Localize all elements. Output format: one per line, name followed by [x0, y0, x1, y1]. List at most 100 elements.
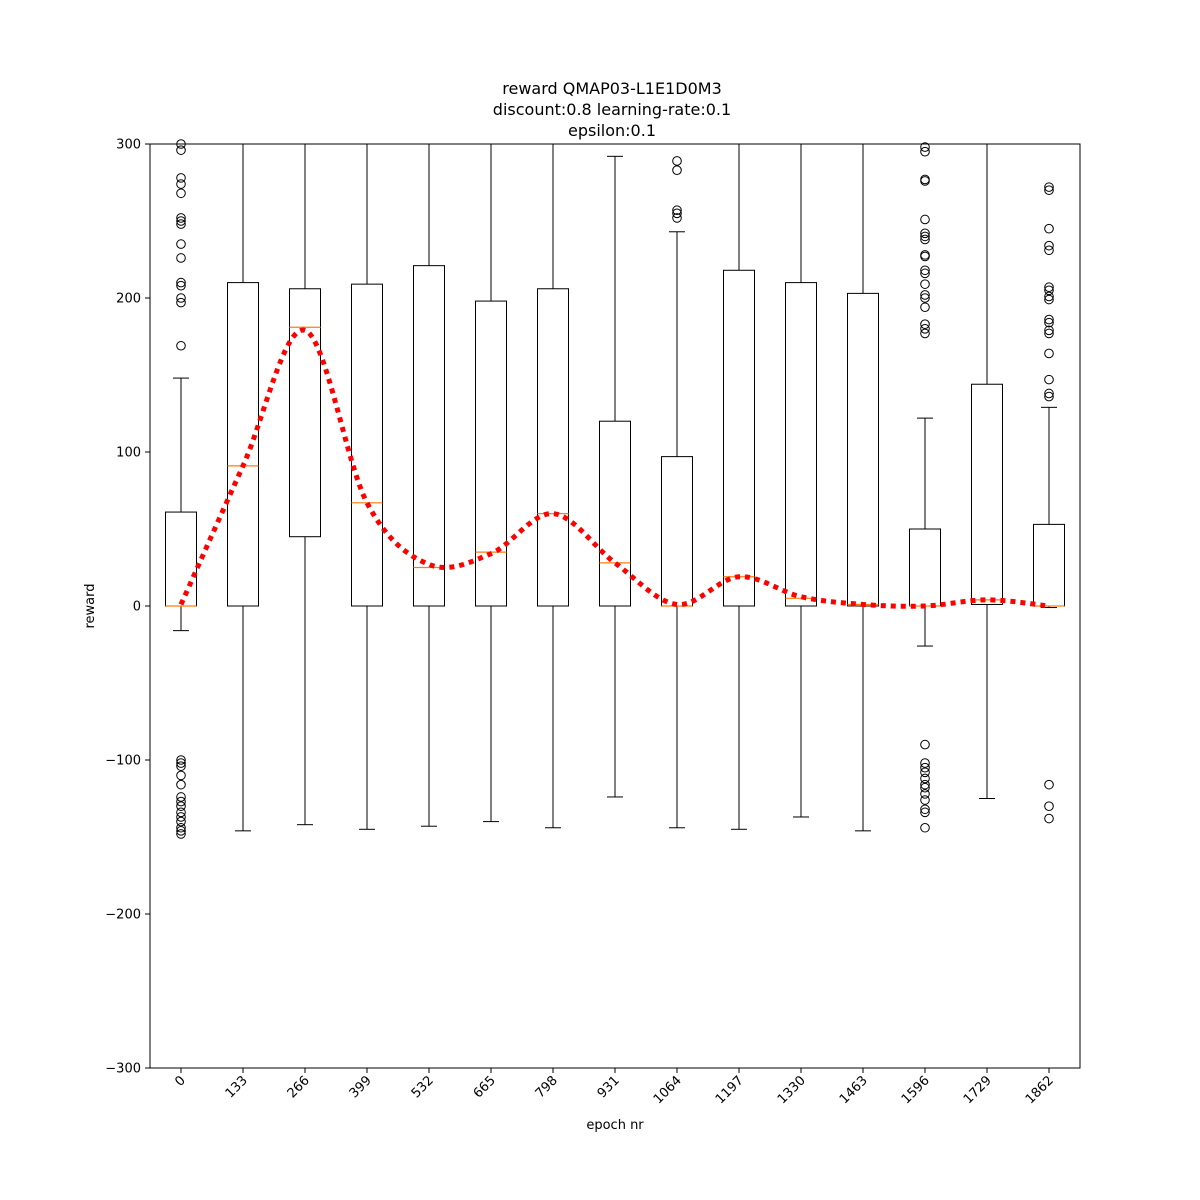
- iqr-box: [351, 283, 383, 607]
- outlier-point: [672, 165, 682, 175]
- box-665: [475, 143, 507, 823]
- x-tick-label: 532: [409, 1073, 437, 1101]
- y-tick-label: 0: [133, 600, 141, 615]
- box-399: [351, 143, 383, 830]
- outlier-point: [1044, 245, 1054, 256]
- outlier-point: [672, 208, 682, 219]
- outlier-point: [1044, 391, 1054, 402]
- box-133: [227, 143, 259, 832]
- iqr-box: [227, 282, 259, 607]
- outlier-point: [176, 213, 186, 223]
- y-tick-label: 100: [116, 446, 141, 461]
- box-1862: [1033, 182, 1065, 824]
- x-tick-label: 665: [471, 1073, 499, 1101]
- x-tick-label: 1330: [775, 1073, 809, 1107]
- outlier-point: [176, 293, 186, 303]
- outlier-point: [920, 822, 930, 833]
- outlier-point: [176, 280, 186, 291]
- outlier-point: [176, 826, 186, 836]
- outlier-point: [920, 758, 930, 768]
- box-0: [165, 139, 197, 839]
- box-1729: [971, 143, 1003, 799]
- x-axis-label: epoch nr: [586, 1118, 644, 1133]
- box-1197: [723, 143, 755, 830]
- outlier-point: [176, 792, 186, 802]
- outlier-point: [1044, 314, 1054, 325]
- x-tick-label: 1064: [651, 1073, 685, 1107]
- box-1064: [661, 156, 693, 829]
- outlier-point: [176, 253, 186, 263]
- x-tick-label: 1463: [837, 1073, 871, 1107]
- outlier-point: [920, 319, 930, 329]
- outlier-point: [920, 795, 930, 805]
- outlier-point: [176, 755, 186, 765]
- box-1463: [847, 143, 879, 832]
- outlier-point: [920, 268, 930, 279]
- box-931: [599, 155, 631, 798]
- iqr-box: [785, 282, 817, 607]
- outlier-point: [1044, 328, 1054, 339]
- outlier-point: [1044, 223, 1054, 234]
- outlier-point: [1044, 294, 1054, 305]
- outlier-point: [176, 812, 186, 822]
- iqr-box: [1033, 523, 1065, 607]
- outlier-point: [176, 761, 186, 771]
- outlier-point: [920, 779, 930, 790]
- outlier-point: [1044, 374, 1054, 385]
- outlier-point: [176, 829, 186, 839]
- y-tick-label: −200: [105, 908, 141, 923]
- x-tick-label: 1862: [1023, 1073, 1057, 1107]
- outlier-point: [920, 265, 930, 276]
- x-tick-label: 931: [595, 1073, 623, 1101]
- outlier-point: [176, 173, 186, 183]
- x-tick-label: 266: [285, 1073, 313, 1101]
- y-tick-label: 200: [116, 292, 141, 307]
- outlier-point: [1044, 185, 1054, 195]
- outlier-point: [176, 297, 186, 308]
- outlier-point: [176, 145, 186, 155]
- iqr-box: [599, 420, 631, 607]
- outlier-point: [920, 293, 930, 303]
- chart-title: reward QMAP03-L1E1D0M3 discount:0.8 lear…: [493, 79, 731, 140]
- median-trend-line: [178, 327, 1050, 609]
- iqr-box: [661, 456, 693, 607]
- outlier-point: [920, 251, 930, 262]
- outlier-point: [920, 176, 930, 186]
- outlier-point: [176, 179, 186, 189]
- outlier-point: [920, 328, 930, 339]
- outlier-point: [1044, 317, 1054, 328]
- x-tick-label: 1729: [961, 1073, 995, 1107]
- outlier-point: [176, 758, 186, 768]
- outlier-point: [176, 796, 186, 807]
- outlier-point: [920, 234, 930, 245]
- box-798: [537, 143, 569, 829]
- outlier-point: [176, 822, 186, 833]
- outlier-point: [176, 779, 186, 790]
- x-axis-ticks: 0 133 266 399 532 665 798 931 1064 1197 1330 1463 15…: [172, 1068, 1057, 1107]
- box-532: [413, 143, 445, 827]
- outlier-point: [920, 228, 930, 239]
- outlier-point: [176, 770, 186, 781]
- outlier-point: [920, 789, 930, 799]
- outlier-point: [1044, 388, 1054, 399]
- chart-title-line-3: epsilon:0.1: [568, 121, 656, 140]
- outlier-point: [920, 302, 930, 313]
- iqr-box: [475, 300, 507, 607]
- outlier-point: [920, 773, 930, 784]
- outlier-point: [1044, 291, 1054, 302]
- outlier-point: [920, 804, 930, 815]
- outlier-point: [176, 219, 186, 229]
- y-axis-label: reward: [83, 583, 98, 628]
- iqr-box: [537, 288, 569, 607]
- outlier-point: [920, 279, 930, 289]
- iqr-box: [971, 383, 1003, 605]
- outlier-point: [920, 324, 930, 334]
- iqr-box: [847, 292, 879, 607]
- outlier-point: [1044, 182, 1054, 192]
- y-tick-label: 300: [116, 138, 141, 153]
- box-1596: [909, 142, 941, 833]
- outlier-point: [176, 216, 186, 226]
- outlier-point: [176, 801, 186, 812]
- outlier-point: [1044, 282, 1054, 293]
- x-tick-label: 399: [347, 1073, 375, 1101]
